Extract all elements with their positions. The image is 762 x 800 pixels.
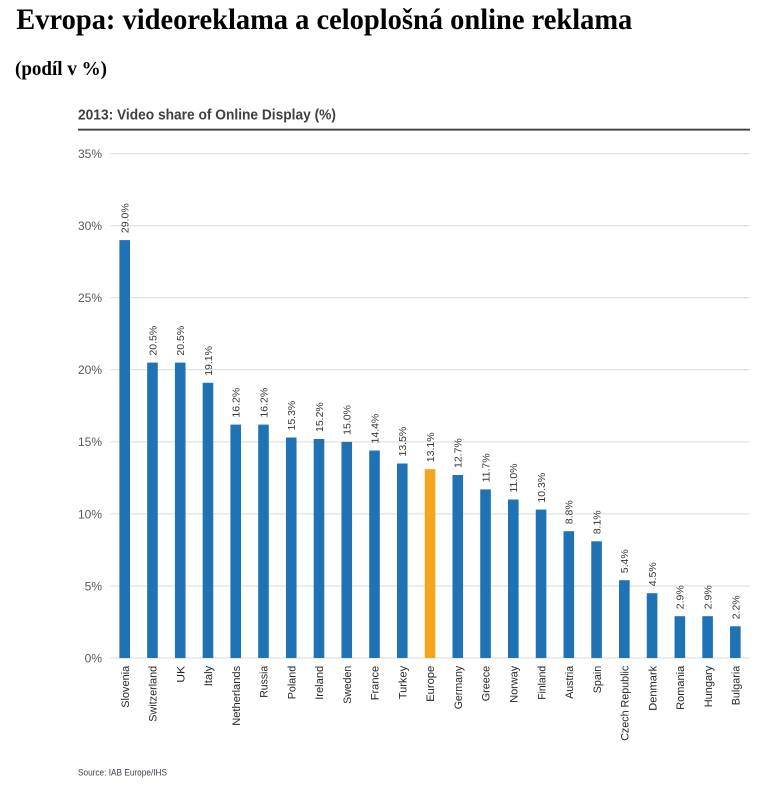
svg-text:19.1%: 19.1% bbox=[203, 346, 215, 376]
svg-text:2013: Video share of Online Di: 2013: Video share of Online Display (%) bbox=[78, 108, 336, 124]
svg-text:5.4%: 5.4% bbox=[619, 549, 631, 573]
svg-text:15%: 15% bbox=[78, 435, 102, 449]
svg-text:Germany: Germany bbox=[453, 665, 465, 709]
svg-text:20.5%: 20.5% bbox=[175, 326, 187, 356]
svg-text:15.3%: 15.3% bbox=[286, 401, 298, 431]
svg-text:10.3%: 10.3% bbox=[536, 473, 548, 503]
svg-text:0%: 0% bbox=[85, 651, 103, 665]
svg-text:Romania: Romania bbox=[675, 665, 687, 710]
svg-text:30%: 30% bbox=[78, 219, 102, 233]
svg-text:2.9%: 2.9% bbox=[675, 585, 687, 609]
svg-text:13.5%: 13.5% bbox=[397, 427, 409, 457]
svg-text:UK: UK bbox=[175, 665, 187, 683]
svg-text:12.7%: 12.7% bbox=[453, 438, 465, 468]
svg-text:15.0%: 15.0% bbox=[342, 405, 354, 435]
svg-text:15.2%: 15.2% bbox=[314, 402, 326, 432]
svg-text:29.0%: 29.0% bbox=[120, 203, 132, 233]
svg-text:14.4%: 14.4% bbox=[369, 414, 381, 444]
svg-text:25%: 25% bbox=[78, 291, 102, 305]
svg-text:Hungary: Hungary bbox=[703, 665, 715, 707]
svg-text:Sweden: Sweden bbox=[342, 666, 354, 704]
svg-text:(podíl v %): (podíl v %) bbox=[15, 58, 107, 80]
svg-text:20.5%: 20.5% bbox=[147, 326, 159, 356]
svg-text:Finland: Finland bbox=[536, 666, 548, 700]
svg-text:Source: IAB Europe/IHS: Source: IAB Europe/IHS bbox=[78, 768, 167, 779]
svg-text:Bulgaria: Bulgaria bbox=[731, 665, 743, 705]
svg-text:Spain: Spain bbox=[592, 666, 604, 694]
svg-text:Poland: Poland bbox=[286, 666, 298, 700]
svg-text:11.0%: 11.0% bbox=[508, 464, 520, 493]
svg-text:5%: 5% bbox=[85, 579, 103, 593]
svg-text:Denmark: Denmark bbox=[647, 665, 659, 711]
svg-text:2.2%: 2.2% bbox=[730, 595, 742, 619]
svg-text:Austria: Austria bbox=[564, 665, 576, 699]
svg-text:8.8%: 8.8% bbox=[564, 500, 576, 524]
svg-text:Ireland: Ireland bbox=[314, 666, 326, 700]
svg-text:Italy: Italy bbox=[203, 665, 215, 686]
svg-text:Netherlands: Netherlands bbox=[231, 665, 243, 725]
svg-text:13.1%: 13.1% bbox=[425, 432, 437, 462]
svg-text:Europe: Europe bbox=[425, 666, 437, 702]
svg-text:2.9%: 2.9% bbox=[703, 585, 715, 609]
svg-text:France: France bbox=[370, 666, 382, 701]
svg-text:Evropa: videoreklama a celoplo: Evropa: videoreklama a celoplošná online… bbox=[16, 3, 632, 36]
svg-text:Slovenia: Slovenia bbox=[120, 665, 132, 708]
svg-text:Turkey: Turkey bbox=[397, 665, 409, 699]
svg-text:4.5%: 4.5% bbox=[647, 562, 659, 586]
svg-text:Greece: Greece bbox=[481, 666, 493, 702]
svg-text:20%: 20% bbox=[78, 363, 102, 377]
svg-text:Switzerland: Switzerland bbox=[148, 666, 160, 722]
svg-text:8.1%: 8.1% bbox=[591, 510, 603, 534]
svg-text:Norway: Norway bbox=[509, 665, 521, 702]
svg-text:10%: 10% bbox=[78, 507, 102, 521]
svg-text:Czech Republic: Czech Republic bbox=[620, 665, 632, 740]
svg-text:16.2%: 16.2% bbox=[258, 388, 270, 418]
svg-text:16.2%: 16.2% bbox=[231, 388, 243, 418]
svg-text:11.7%: 11.7% bbox=[480, 453, 492, 482]
svg-text:35%: 35% bbox=[78, 147, 102, 161]
svg-text:Russia: Russia bbox=[259, 665, 271, 698]
